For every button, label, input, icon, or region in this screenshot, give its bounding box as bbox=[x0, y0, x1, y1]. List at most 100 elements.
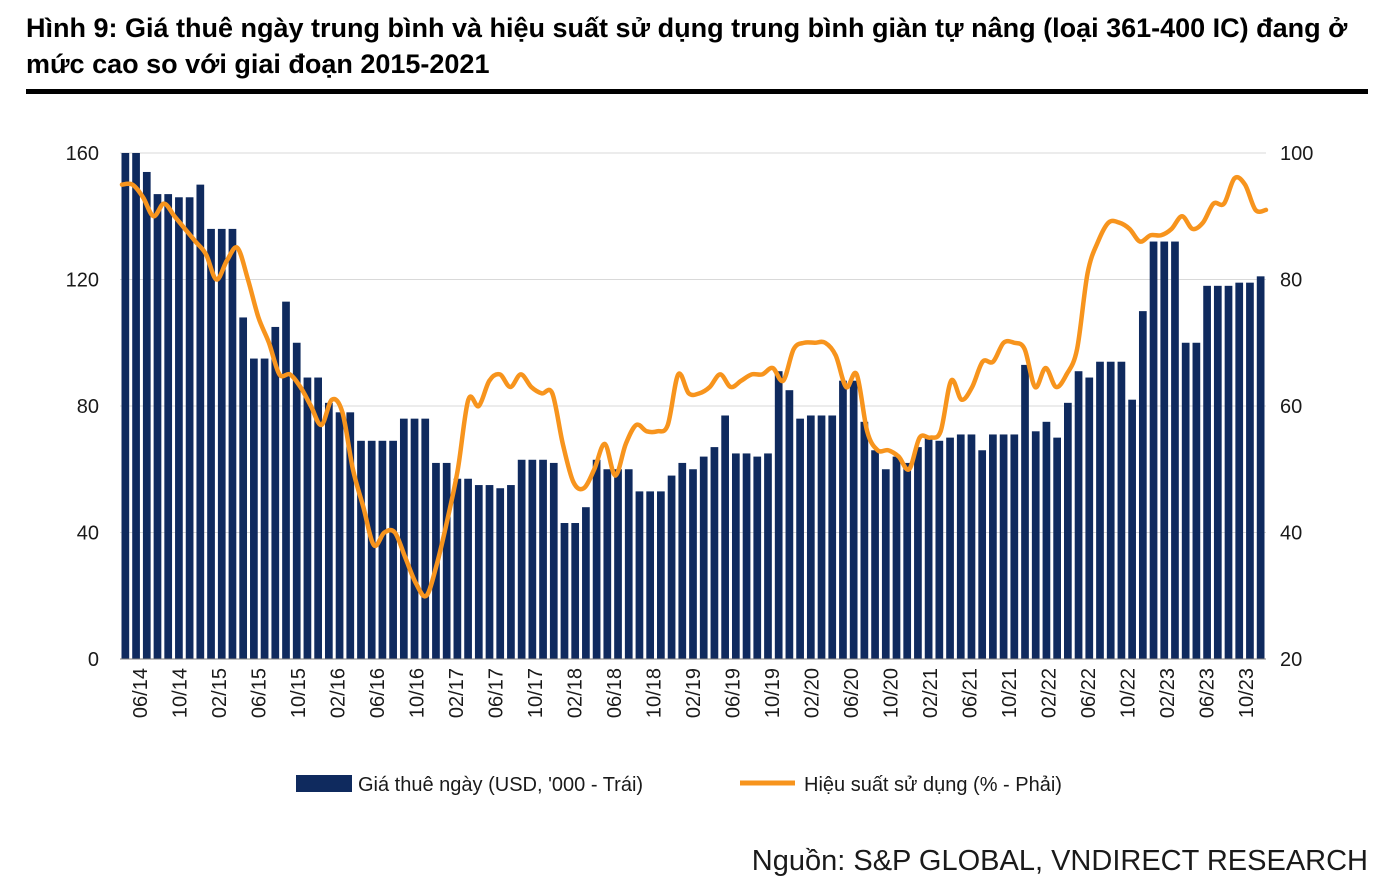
x-tick-label: 10/19 bbox=[762, 668, 784, 718]
x-tick-label: 10/16 bbox=[406, 668, 428, 718]
bar bbox=[474, 485, 483, 659]
x-tick-label: 06/15 bbox=[248, 668, 270, 718]
bar bbox=[507, 485, 515, 659]
bar bbox=[1021, 364, 1029, 659]
source-note: Nguồn: S&P GLOBAL, VNDIRECT RESEARCH bbox=[751, 845, 1368, 877]
bar bbox=[378, 440, 387, 659]
bar bbox=[710, 447, 719, 659]
bar bbox=[571, 523, 580, 659]
bar bbox=[849, 380, 858, 659]
bar bbox=[1256, 276, 1265, 659]
bar bbox=[1203, 285, 1211, 659]
bar bbox=[1031, 431, 1040, 659]
bar bbox=[239, 317, 248, 659]
x-tick-label: 10/21 bbox=[999, 668, 1021, 718]
bar bbox=[346, 412, 355, 659]
bar bbox=[1213, 285, 1222, 659]
bar bbox=[314, 377, 322, 659]
legend-bar-label: Giá thuê ngày (USD, '000 - Trái) bbox=[358, 774, 643, 796]
bar bbox=[699, 456, 708, 659]
bar bbox=[914, 447, 922, 659]
bar bbox=[175, 197, 183, 659]
bar bbox=[967, 434, 976, 659]
bar bbox=[582, 507, 590, 659]
bar bbox=[1192, 342, 1201, 659]
bar bbox=[860, 421, 869, 659]
bar bbox=[1149, 241, 1158, 660]
bar bbox=[946, 437, 954, 660]
bar bbox=[132, 153, 140, 659]
bar bbox=[528, 459, 537, 659]
bar bbox=[1235, 282, 1244, 659]
bar bbox=[881, 469, 890, 659]
bar bbox=[839, 380, 847, 659]
bar bbox=[1128, 399, 1136, 659]
bar bbox=[164, 194, 173, 660]
x-tick-label: 02/15 bbox=[209, 668, 231, 718]
legend-line-label: Hiệu suất sử dụng (% - Phải) bbox=[804, 774, 1062, 796]
bar bbox=[357, 440, 365, 659]
bar bbox=[335, 412, 344, 659]
bar bbox=[978, 450, 987, 659]
bar bbox=[1010, 434, 1019, 659]
bar bbox=[1074, 371, 1083, 659]
bar bbox=[1117, 361, 1126, 659]
x-tick-label: 06/20 bbox=[841, 668, 863, 718]
bar bbox=[303, 377, 312, 659]
right-tick-label: 80 bbox=[1280, 270, 1302, 292]
bar bbox=[785, 390, 794, 659]
bar bbox=[624, 469, 633, 659]
bar bbox=[742, 453, 751, 659]
axes: 0 40 80 120 160 20 40 60 80 100 06/14 10/14 02/15 06/… bbox=[66, 143, 1314, 718]
bar bbox=[185, 197, 194, 659]
right-tick-label: 100 bbox=[1280, 143, 1313, 165]
bar bbox=[271, 326, 280, 659]
utilization-line bbox=[119, 174, 1269, 599]
bar bbox=[399, 418, 408, 659]
x-tick-label: 06/18 bbox=[604, 668, 626, 718]
right-tick-label: 20 bbox=[1280, 649, 1302, 671]
x-tick-label: 06/19 bbox=[723, 668, 745, 718]
bar bbox=[764, 453, 772, 659]
bar bbox=[207, 228, 215, 659]
legend: Giá thuê ngày (USD, '000 - Trái) Hiệu su… bbox=[296, 774, 1062, 796]
bar bbox=[485, 485, 494, 659]
bar bbox=[153, 194, 162, 660]
bar bbox=[539, 459, 547, 659]
bar bbox=[999, 434, 1008, 659]
bar bbox=[324, 402, 333, 659]
bar bbox=[721, 415, 729, 659]
bar bbox=[1085, 377, 1094, 659]
x-tick-label: 06/22 bbox=[1078, 668, 1100, 718]
bar bbox=[731, 453, 740, 659]
bar bbox=[1138, 311, 1147, 660]
x-tick-label: 02/23 bbox=[1157, 668, 1179, 718]
bar bbox=[421, 418, 430, 659]
bar bbox=[817, 415, 826, 659]
bar bbox=[603, 469, 612, 659]
bar bbox=[1096, 361, 1104, 659]
bar bbox=[903, 462, 912, 659]
bar bbox=[549, 462, 558, 659]
x-tick-label: 02/18 bbox=[564, 668, 586, 718]
bar bbox=[217, 228, 226, 659]
bar bbox=[1064, 402, 1072, 659]
x-tick-label: 06/14 bbox=[130, 668, 152, 718]
bar bbox=[292, 342, 301, 659]
bar bbox=[410, 418, 419, 659]
chart-title: Hình 9: Giá thuê ngày trung bình và hiệu… bbox=[26, 13, 1348, 79]
left-tick-label: 120 bbox=[66, 270, 99, 292]
right-tick-label: 60 bbox=[1280, 396, 1302, 418]
right-tick-label: 40 bbox=[1280, 523, 1302, 545]
bar bbox=[121, 153, 130, 659]
bar bbox=[1106, 361, 1115, 659]
title-divider bbox=[26, 89, 1368, 94]
left-tick-label: 80 bbox=[77, 396, 99, 418]
bar bbox=[282, 301, 290, 659]
bar bbox=[924, 437, 933, 660]
bar bbox=[1171, 241, 1179, 660]
bar bbox=[142, 171, 151, 659]
bar bbox=[1042, 421, 1051, 659]
bar bbox=[560, 523, 569, 659]
x-tick-label: 02/20 bbox=[802, 668, 824, 718]
